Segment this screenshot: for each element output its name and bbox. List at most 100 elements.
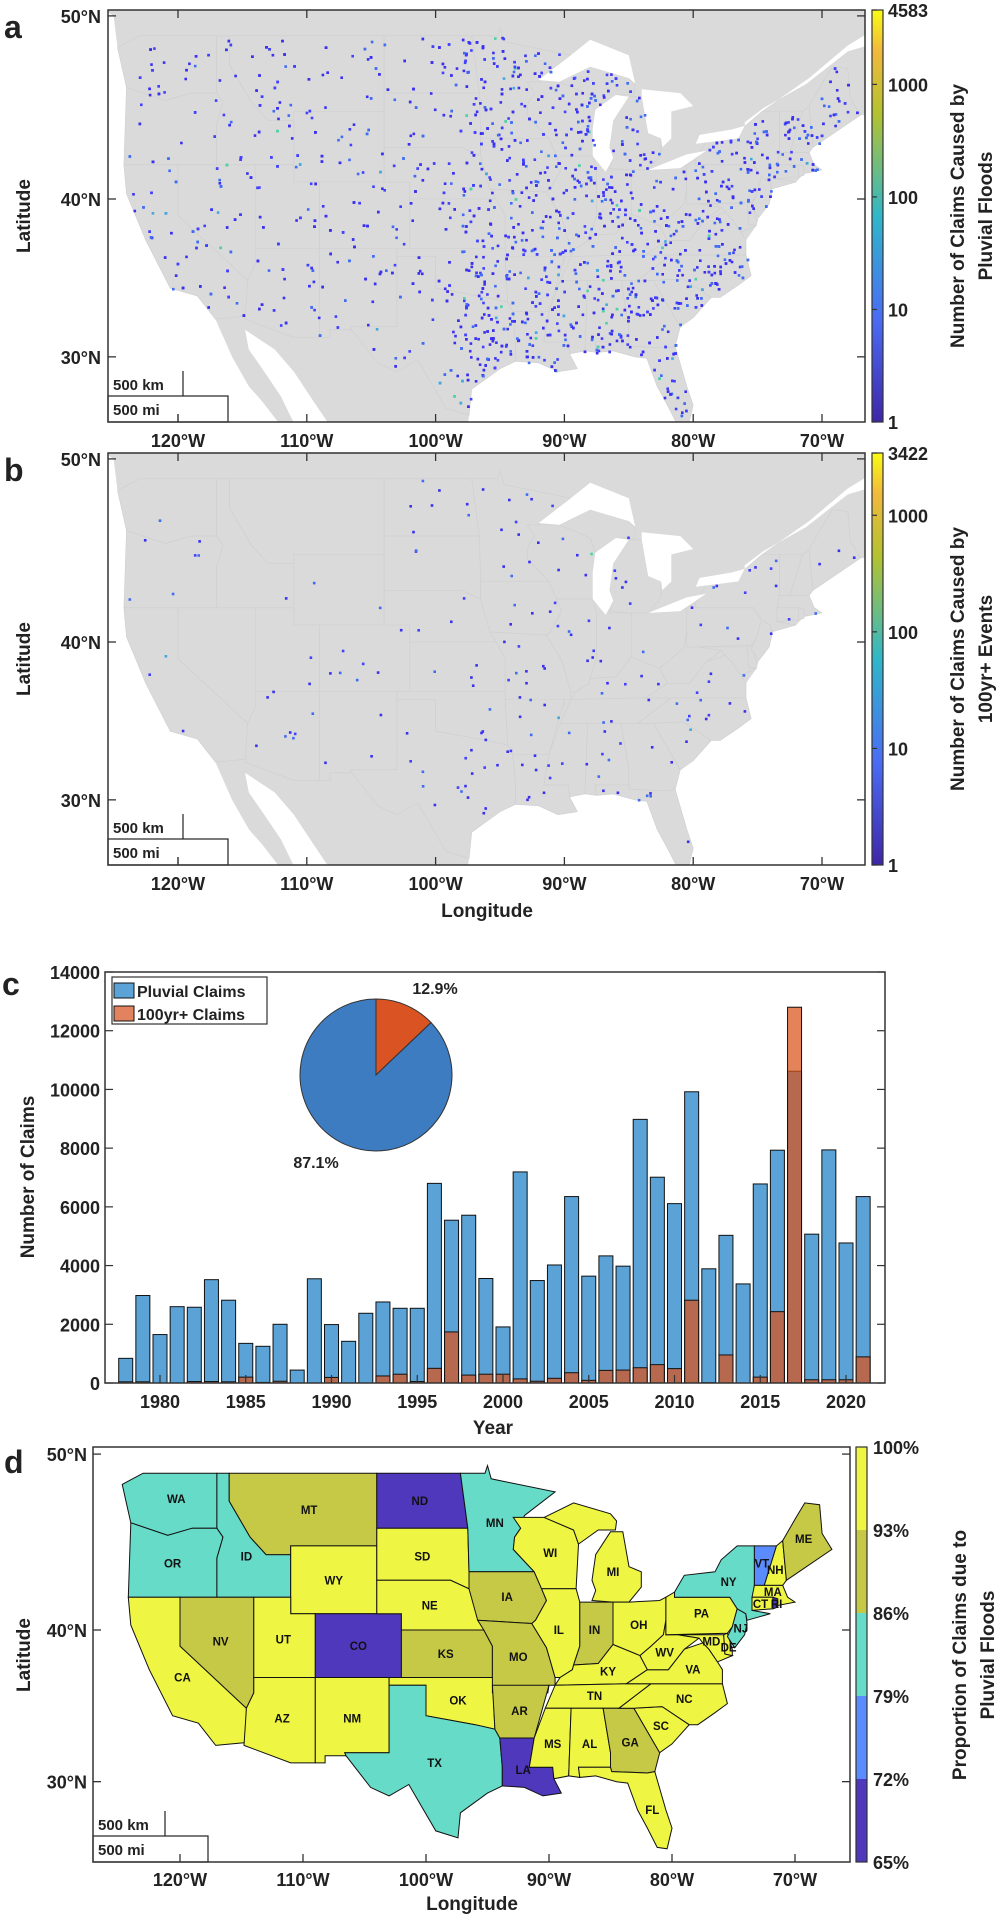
claim-cell [770, 190, 773, 193]
claim-cell [218, 79, 222, 82]
claim-cell [768, 163, 772, 167]
claim-cell [341, 231, 345, 234]
claim-cell [281, 39, 284, 43]
lon-tick-label: 120°W [151, 431, 205, 451]
claim-cell [676, 396, 680, 400]
claim-cell [661, 298, 664, 301]
claim-cell [708, 229, 711, 233]
claim-cell [791, 116, 795, 119]
claim-cell [576, 179, 580, 183]
claim-cell [528, 560, 531, 564]
claim-cell [602, 789, 605, 793]
claim-cell [457, 319, 460, 322]
colorbar-title-line1: Number of Claims Caused by [948, 84, 969, 348]
claim-cell [176, 262, 180, 266]
claim-cell [755, 140, 758, 144]
claim-cell [465, 306, 468, 310]
claim-cell [596, 298, 600, 302]
claim-cell [743, 591, 747, 594]
claim-cell [164, 212, 168, 215]
claim-cell [207, 53, 210, 57]
claim-cell [441, 201, 445, 205]
claim-cell [599, 659, 603, 663]
pluvial-bar [255, 1345, 271, 1384]
claim-cell [550, 260, 554, 263]
claim-cell [655, 179, 658, 183]
claim-cell [438, 381, 442, 385]
claim-cell [754, 566, 757, 569]
claim-cell [500, 528, 503, 532]
claim-cell [511, 191, 515, 195]
pie-label-pluvial: 87.1% [293, 1155, 338, 1172]
claim-cell [674, 407, 678, 411]
claim-cell [349, 143, 353, 147]
claim-cell [508, 270, 511, 273]
claim-cell [292, 736, 295, 740]
claim-cell [455, 67, 459, 70]
claim-cell [579, 130, 583, 134]
claim-cell [613, 190, 617, 193]
claim-cell [602, 96, 606, 99]
claim-cell [696, 222, 700, 225]
claim-cell [521, 320, 524, 324]
claim-cell [482, 245, 486, 248]
pluvial-bar [821, 1149, 837, 1384]
claim-cell [329, 672, 332, 675]
claim-cell [843, 102, 847, 105]
claim-cell [765, 133, 769, 137]
claim-cell [489, 107, 493, 111]
state-boundary [319, 248, 398, 338]
claim-cell [559, 252, 562, 256]
claim-cell [651, 151, 655, 154]
claim-cell [645, 794, 649, 798]
pluvial-bar [512, 1171, 528, 1384]
claim-cell [569, 323, 573, 326]
claim-cell [556, 84, 560, 88]
claim-cell [554, 128, 557, 132]
claim-cell [651, 267, 655, 270]
claim-cell [585, 762, 589, 766]
claim-cell [680, 264, 683, 268]
claim-cell [586, 128, 589, 131]
state-label: NV [213, 1636, 229, 1648]
state-boundary [594, 784, 694, 865]
colorbar-tick-label: 86% [873, 1604, 909, 1624]
claim-cell [218, 182, 222, 185]
claim-cell [566, 216, 570, 220]
claim-cell [225, 48, 228, 52]
claim-cell [707, 713, 711, 717]
claim-cell [565, 133, 568, 137]
claim-cell [393, 263, 397, 267]
claim-cell [570, 84, 574, 87]
claim-cell [653, 186, 656, 189]
claim-cell [452, 172, 455, 175]
claim-cell [585, 182, 588, 186]
claim-cell [718, 220, 722, 224]
claim-cell [270, 156, 273, 159]
claim-cell [575, 321, 578, 325]
claim-cell [271, 53, 275, 57]
claim-cell [488, 708, 492, 711]
claim-cell [652, 257, 655, 261]
claim-cell [584, 133, 588, 136]
claim-cell [150, 63, 153, 66]
claim-cell [616, 791, 620, 795]
claim-cell [284, 597, 288, 600]
claim-cell [559, 214, 562, 217]
claim-cell [409, 134, 413, 138]
claim-cell [242, 314, 246, 317]
claim-cell [412, 132, 416, 136]
claim-cell [610, 332, 613, 336]
claim-cell [640, 353, 643, 357]
claim-cell [533, 247, 537, 251]
claim-cell [732, 251, 735, 255]
claim-cell [535, 184, 538, 187]
claim-cell [626, 334, 630, 337]
colorbar-tick-label: 10 [888, 739, 908, 759]
claim-cell [724, 262, 728, 265]
claim-cell [475, 271, 478, 275]
claim-cell [694, 169, 697, 172]
state-boundary [319, 691, 398, 781]
claim-cell [656, 303, 660, 307]
x-tick-label: 1995 [397, 1392, 437, 1412]
